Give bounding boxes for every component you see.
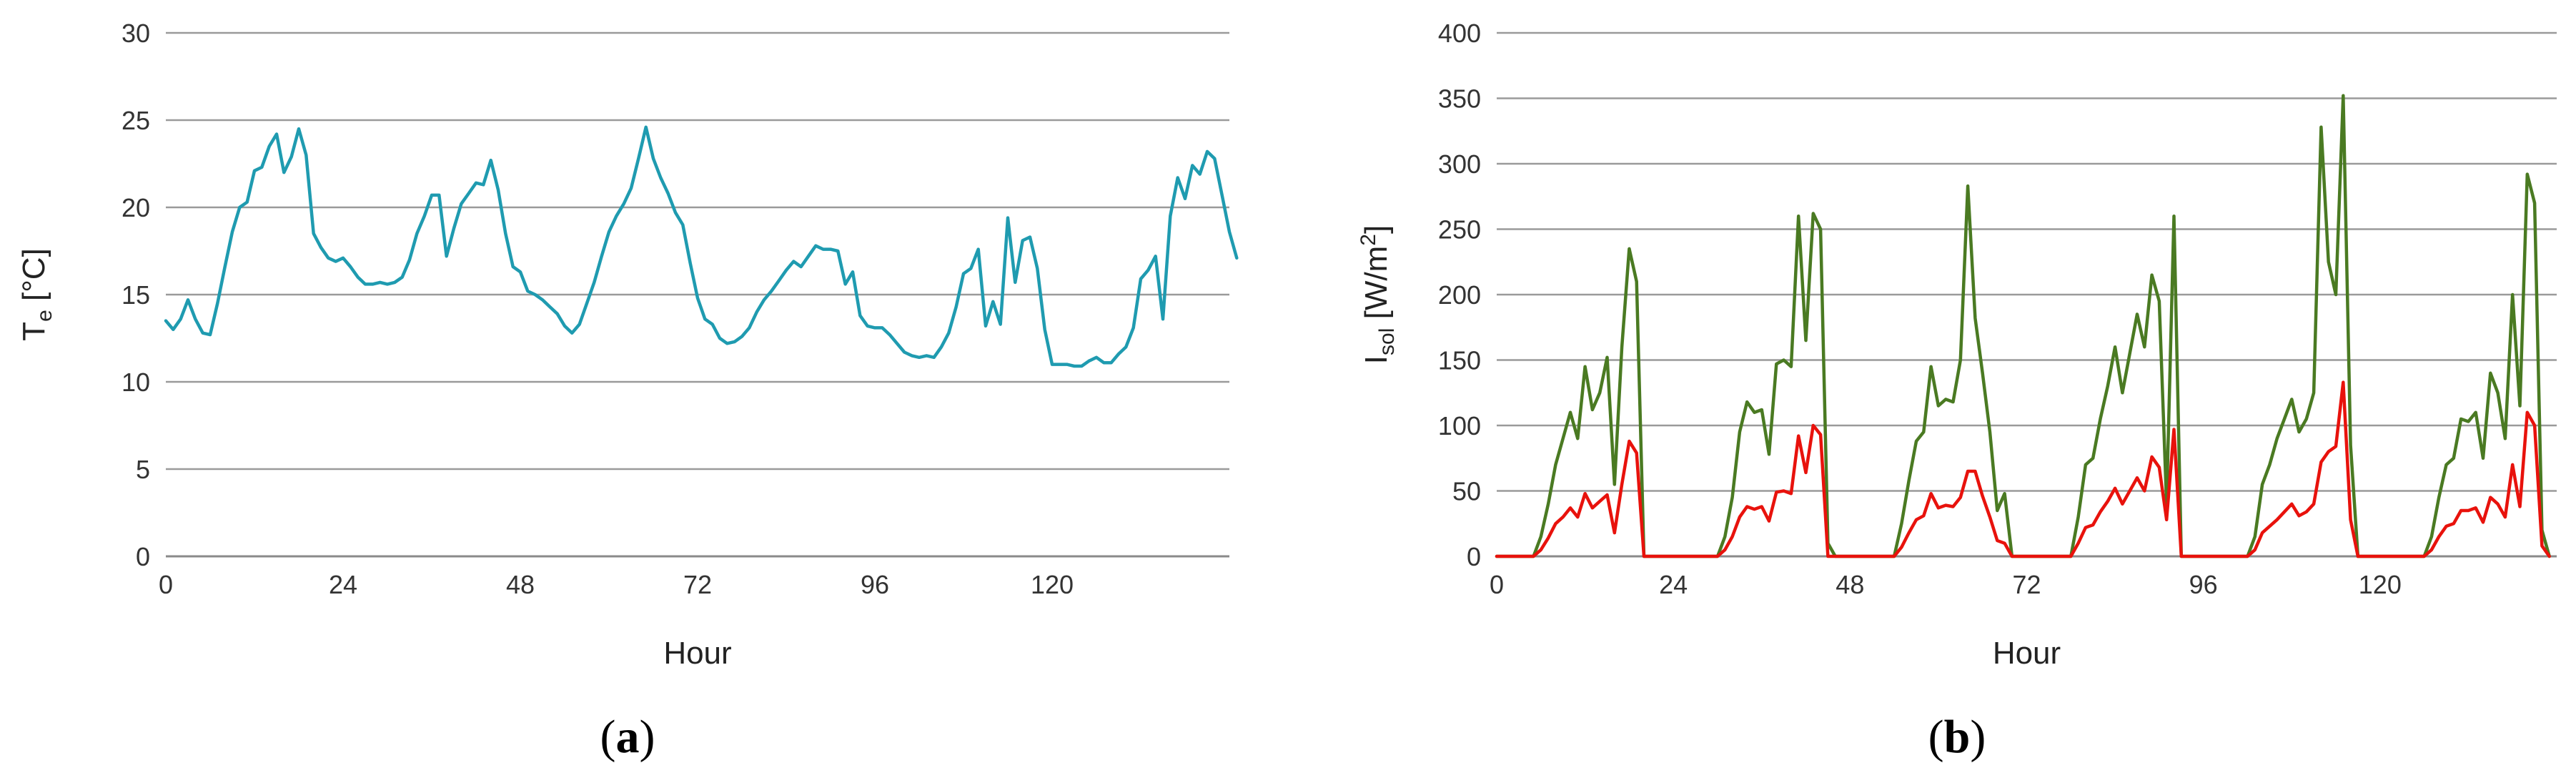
x-tick-label: 120 [2359,570,2402,599]
y-tick-label: 5 [136,455,150,484]
y-axis-title-unit-end: ] [1359,225,1394,234]
x-tick-label: 0 [159,570,173,599]
y-axis-title-unit: [°C] [16,248,51,310]
x-tick-label: 72 [2012,570,2041,599]
x-tick-label: 96 [2189,570,2218,599]
y-tick-label: 400 [1438,19,1481,48]
y-axis-title-subscript: sol [1375,328,1399,355]
y-axis-title-superscript: 2 [1357,234,1380,246]
x-tick-label: 96 [861,570,889,599]
y-tick-label: 350 [1438,84,1481,114]
panel-label-letter: b [1944,711,1971,763]
y-tick-label: 25 [122,106,150,135]
y-tick-label: 0 [136,542,150,571]
y-tick-label: 10 [122,368,150,397]
panel-label: (b) [1928,711,1986,763]
panel-label-letter: a [616,711,640,763]
y-tick-label: 30 [122,19,150,48]
y-tick-label: 300 [1438,149,1481,179]
y-axis-title: Te [°C] [16,248,56,341]
y-tick-label: 100 [1438,411,1481,440]
y-tick-label: 15 [122,280,150,310]
y-tick-label: 50 [1452,477,1481,506]
x-axis-title: Hour [1993,636,2061,671]
y-tick-label: 250 [1438,215,1481,245]
series-line-2 [1495,380,2551,558]
y-tick-label: 200 [1438,280,1481,310]
x-axis-title: Hour [663,636,731,671]
x-tick-label: 48 [1836,570,1864,599]
x-tick-label: 24 [329,570,357,599]
x-tick-label: 24 [1659,570,1688,599]
x-tick-label: 0 [1490,570,1504,599]
y-axis-title-symbol: I [1359,355,1394,364]
y-axis-title-symbol: T [16,322,51,341]
x-tick-label: 48 [506,570,535,599]
chart-panel-b: 0 50 100 150 200 250 300 350 400 0 24 48 72 96 120 Hour… [1357,19,2557,763]
series-line-1 [164,125,1239,368]
series-line-1 [1495,94,2551,558]
chart-panel-a: 0 5 10 15 20 25 30 0 24 48 72 96 120 Hour Te [°C] (a) [16,19,1239,763]
x-tick-label: 72 [683,570,712,599]
y-axis-title-unit: [W/m [1359,246,1394,328]
y-tick-label: 20 [122,193,150,222]
y-axis-title-subscript: e [33,310,56,322]
x-tick-label: 120 [1031,570,1074,599]
y-axis-title: Isol [W/m2] [1357,225,1399,364]
panel-label: (a) [600,711,655,763]
y-tick-label: 0 [1467,542,1481,571]
y-tick-label: 150 [1438,346,1481,375]
